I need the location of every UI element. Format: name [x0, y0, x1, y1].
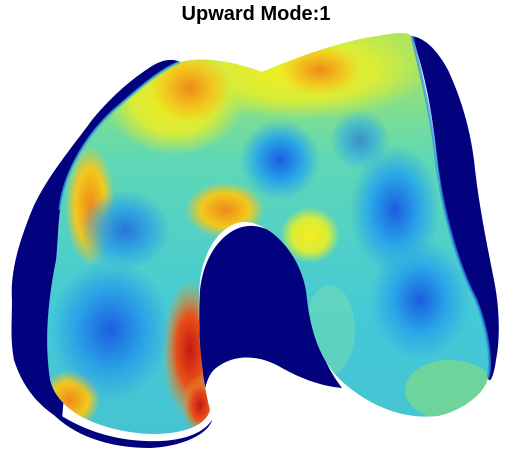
- intercondylar-notch: [199, 225, 342, 400]
- outer-bone-region-right: [412, 36, 499, 381]
- figure-title: Upward Mode:1: [181, 3, 331, 25]
